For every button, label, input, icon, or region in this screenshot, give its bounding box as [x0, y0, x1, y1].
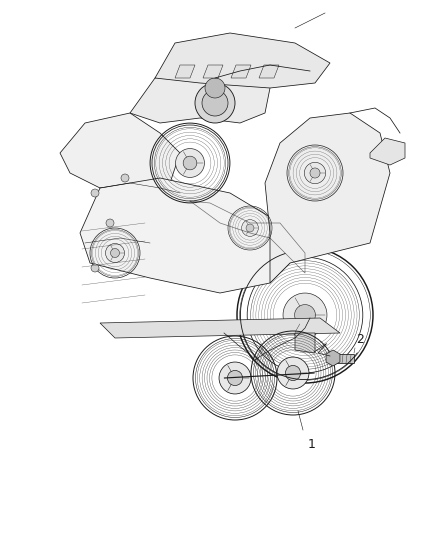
- Circle shape: [91, 189, 99, 197]
- Circle shape: [202, 90, 228, 116]
- Polygon shape: [130, 68, 270, 123]
- Polygon shape: [326, 350, 340, 366]
- Circle shape: [304, 163, 325, 184]
- Circle shape: [183, 156, 197, 170]
- Circle shape: [286, 366, 300, 381]
- Polygon shape: [259, 65, 279, 78]
- FancyBboxPatch shape: [336, 354, 354, 364]
- Text: 2: 2: [356, 333, 364, 346]
- Circle shape: [227, 370, 243, 385]
- Polygon shape: [80, 178, 290, 293]
- Circle shape: [106, 244, 124, 262]
- Polygon shape: [370, 138, 405, 165]
- Circle shape: [195, 83, 235, 123]
- Circle shape: [310, 168, 320, 178]
- Polygon shape: [100, 318, 340, 338]
- Polygon shape: [295, 333, 315, 353]
- Circle shape: [246, 224, 254, 232]
- Circle shape: [176, 149, 205, 177]
- Circle shape: [242, 220, 258, 236]
- Circle shape: [205, 78, 225, 98]
- Circle shape: [121, 174, 129, 182]
- Polygon shape: [203, 65, 223, 78]
- Circle shape: [295, 304, 315, 326]
- Text: 1: 1: [308, 438, 316, 451]
- Circle shape: [91, 264, 99, 272]
- Circle shape: [277, 357, 309, 389]
- Polygon shape: [60, 113, 180, 193]
- Circle shape: [283, 293, 327, 337]
- Circle shape: [106, 219, 114, 227]
- Polygon shape: [155, 33, 330, 88]
- Circle shape: [219, 362, 251, 394]
- Polygon shape: [231, 65, 251, 78]
- Polygon shape: [265, 113, 390, 283]
- Circle shape: [110, 248, 120, 257]
- Polygon shape: [175, 65, 195, 78]
